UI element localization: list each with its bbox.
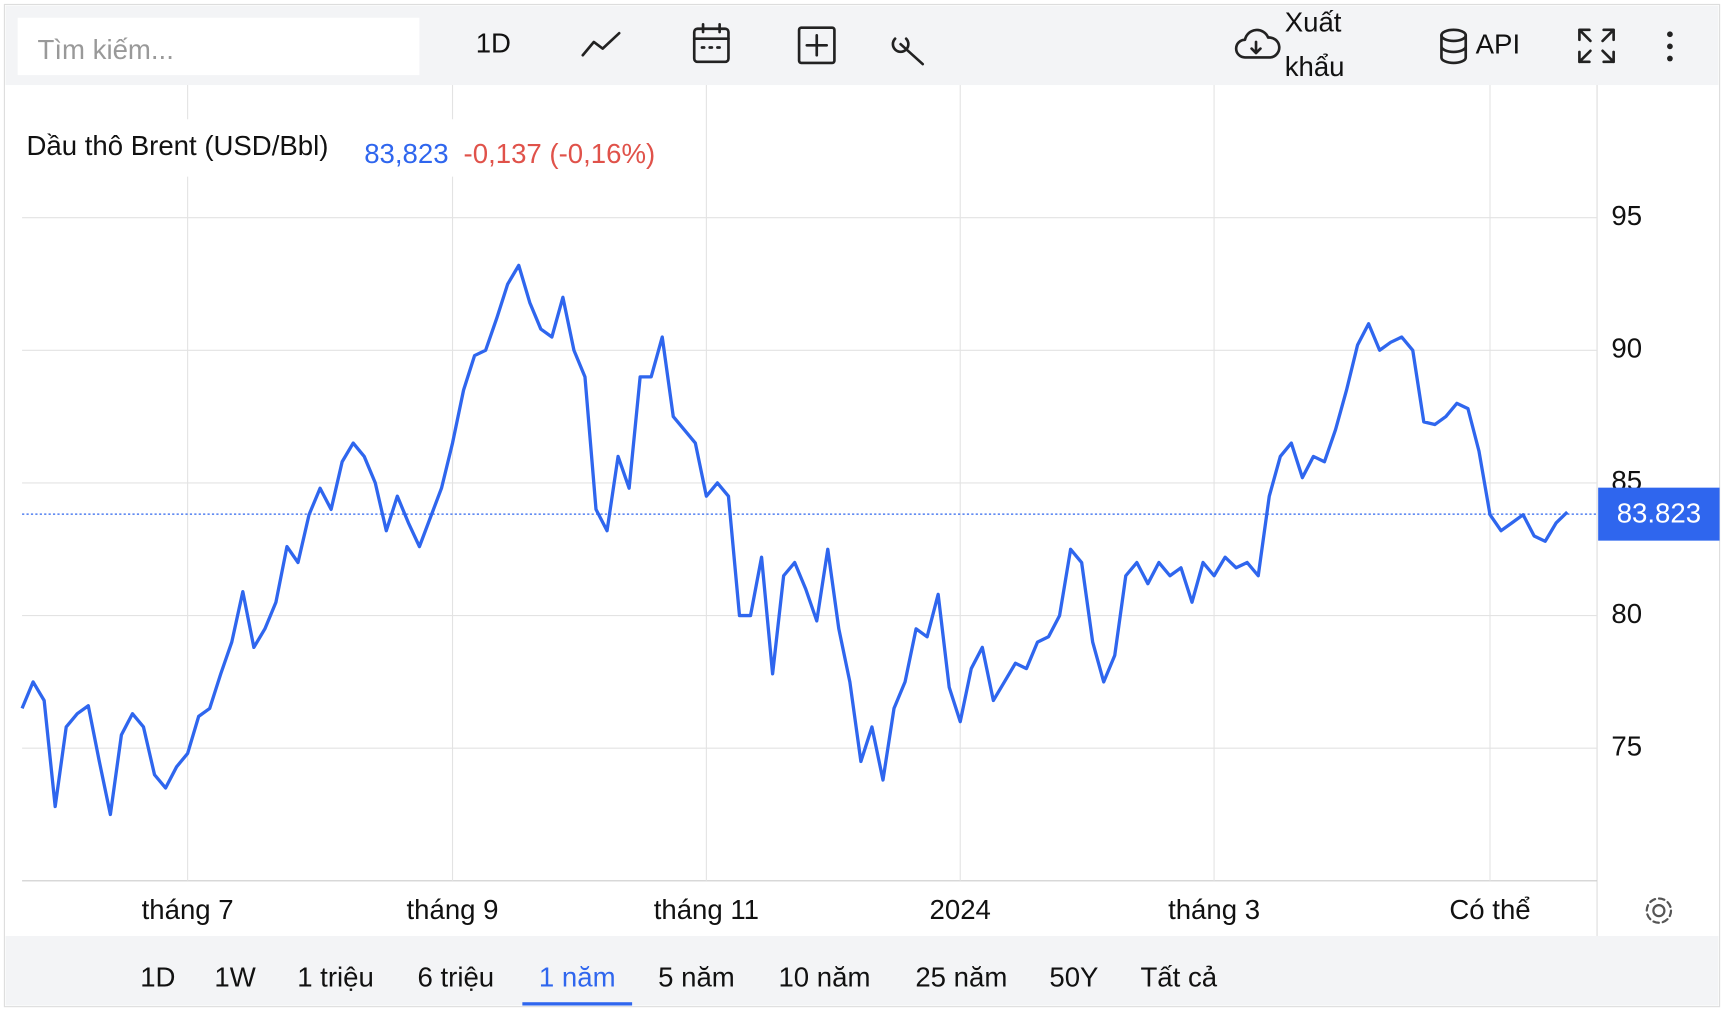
api-icon[interactable] (1440, 28, 1468, 65)
range-button[interactable]: Tất cả (1140, 961, 1217, 992)
chart-type-icon[interactable] (581, 31, 621, 57)
y-tick-label: 75 (1611, 730, 1642, 761)
api-label[interactable]: API (1476, 29, 1520, 60)
range-bar (5, 936, 1719, 1006)
export-label[interactable]: khẩu (1285, 51, 1345, 82)
range-button[interactable]: 6 triệu (418, 961, 495, 992)
x-tick-label: tháng 11 (654, 894, 759, 925)
y-tick-label: 80 (1611, 598, 1642, 629)
x-tick-label: tháng 7 (142, 894, 234, 925)
quote-price: 83,823 (364, 138, 448, 169)
x-tick-label: tháng 9 (407, 894, 499, 925)
range-button[interactable]: 25 năm (915, 961, 1007, 992)
fullscreen-icon[interactable] (1578, 28, 1615, 64)
chart-title: Dầu thô Brent (USD/Bbl) (26, 130, 328, 161)
export-icon[interactable] (1234, 28, 1281, 59)
range-button[interactable]: 1D (140, 961, 175, 992)
x-tick-label: 2024 (930, 894, 991, 925)
price-line-series (20, 263, 1569, 817)
range-button[interactable]: 50Y (1049, 961, 1098, 992)
interval-button[interactable]: 1D (476, 28, 511, 59)
range-button[interactable]: 1 triệu (297, 961, 374, 992)
settings-tool-icon[interactable] (891, 37, 925, 66)
range-button[interactable]: 10 năm (778, 961, 870, 992)
range-button[interactable]: 1 năm (539, 961, 616, 992)
range-button[interactable]: 1W (214, 961, 255, 992)
search-box[interactable] (17, 17, 420, 76)
add-icon[interactable] (797, 26, 836, 65)
last-price-label: 83.823 (1617, 498, 1701, 529)
legend-background (19, 119, 683, 177)
range-button[interactable]: 5 năm (658, 961, 735, 992)
calendar-icon[interactable] (692, 23, 730, 64)
x-tick-label: Có thể (1449, 894, 1530, 925)
x-tick-label: tháng 3 (1168, 894, 1260, 925)
export-label[interactable]: Xuất (1285, 7, 1342, 38)
quote-change: -0,137 (-0,16%) (464, 138, 656, 169)
last-price-box (1598, 487, 1720, 541)
menu-icon[interactable] (1667, 31, 1673, 62)
y-tick-label: 90 (1611, 333, 1642, 364)
y-tick-label: 95 (1611, 200, 1642, 231)
search-placeholder: Tìm kiếm... (38, 34, 174, 65)
range-active-underline (522, 1002, 633, 1006)
settings-gear[interactable] (1645, 897, 1673, 924)
